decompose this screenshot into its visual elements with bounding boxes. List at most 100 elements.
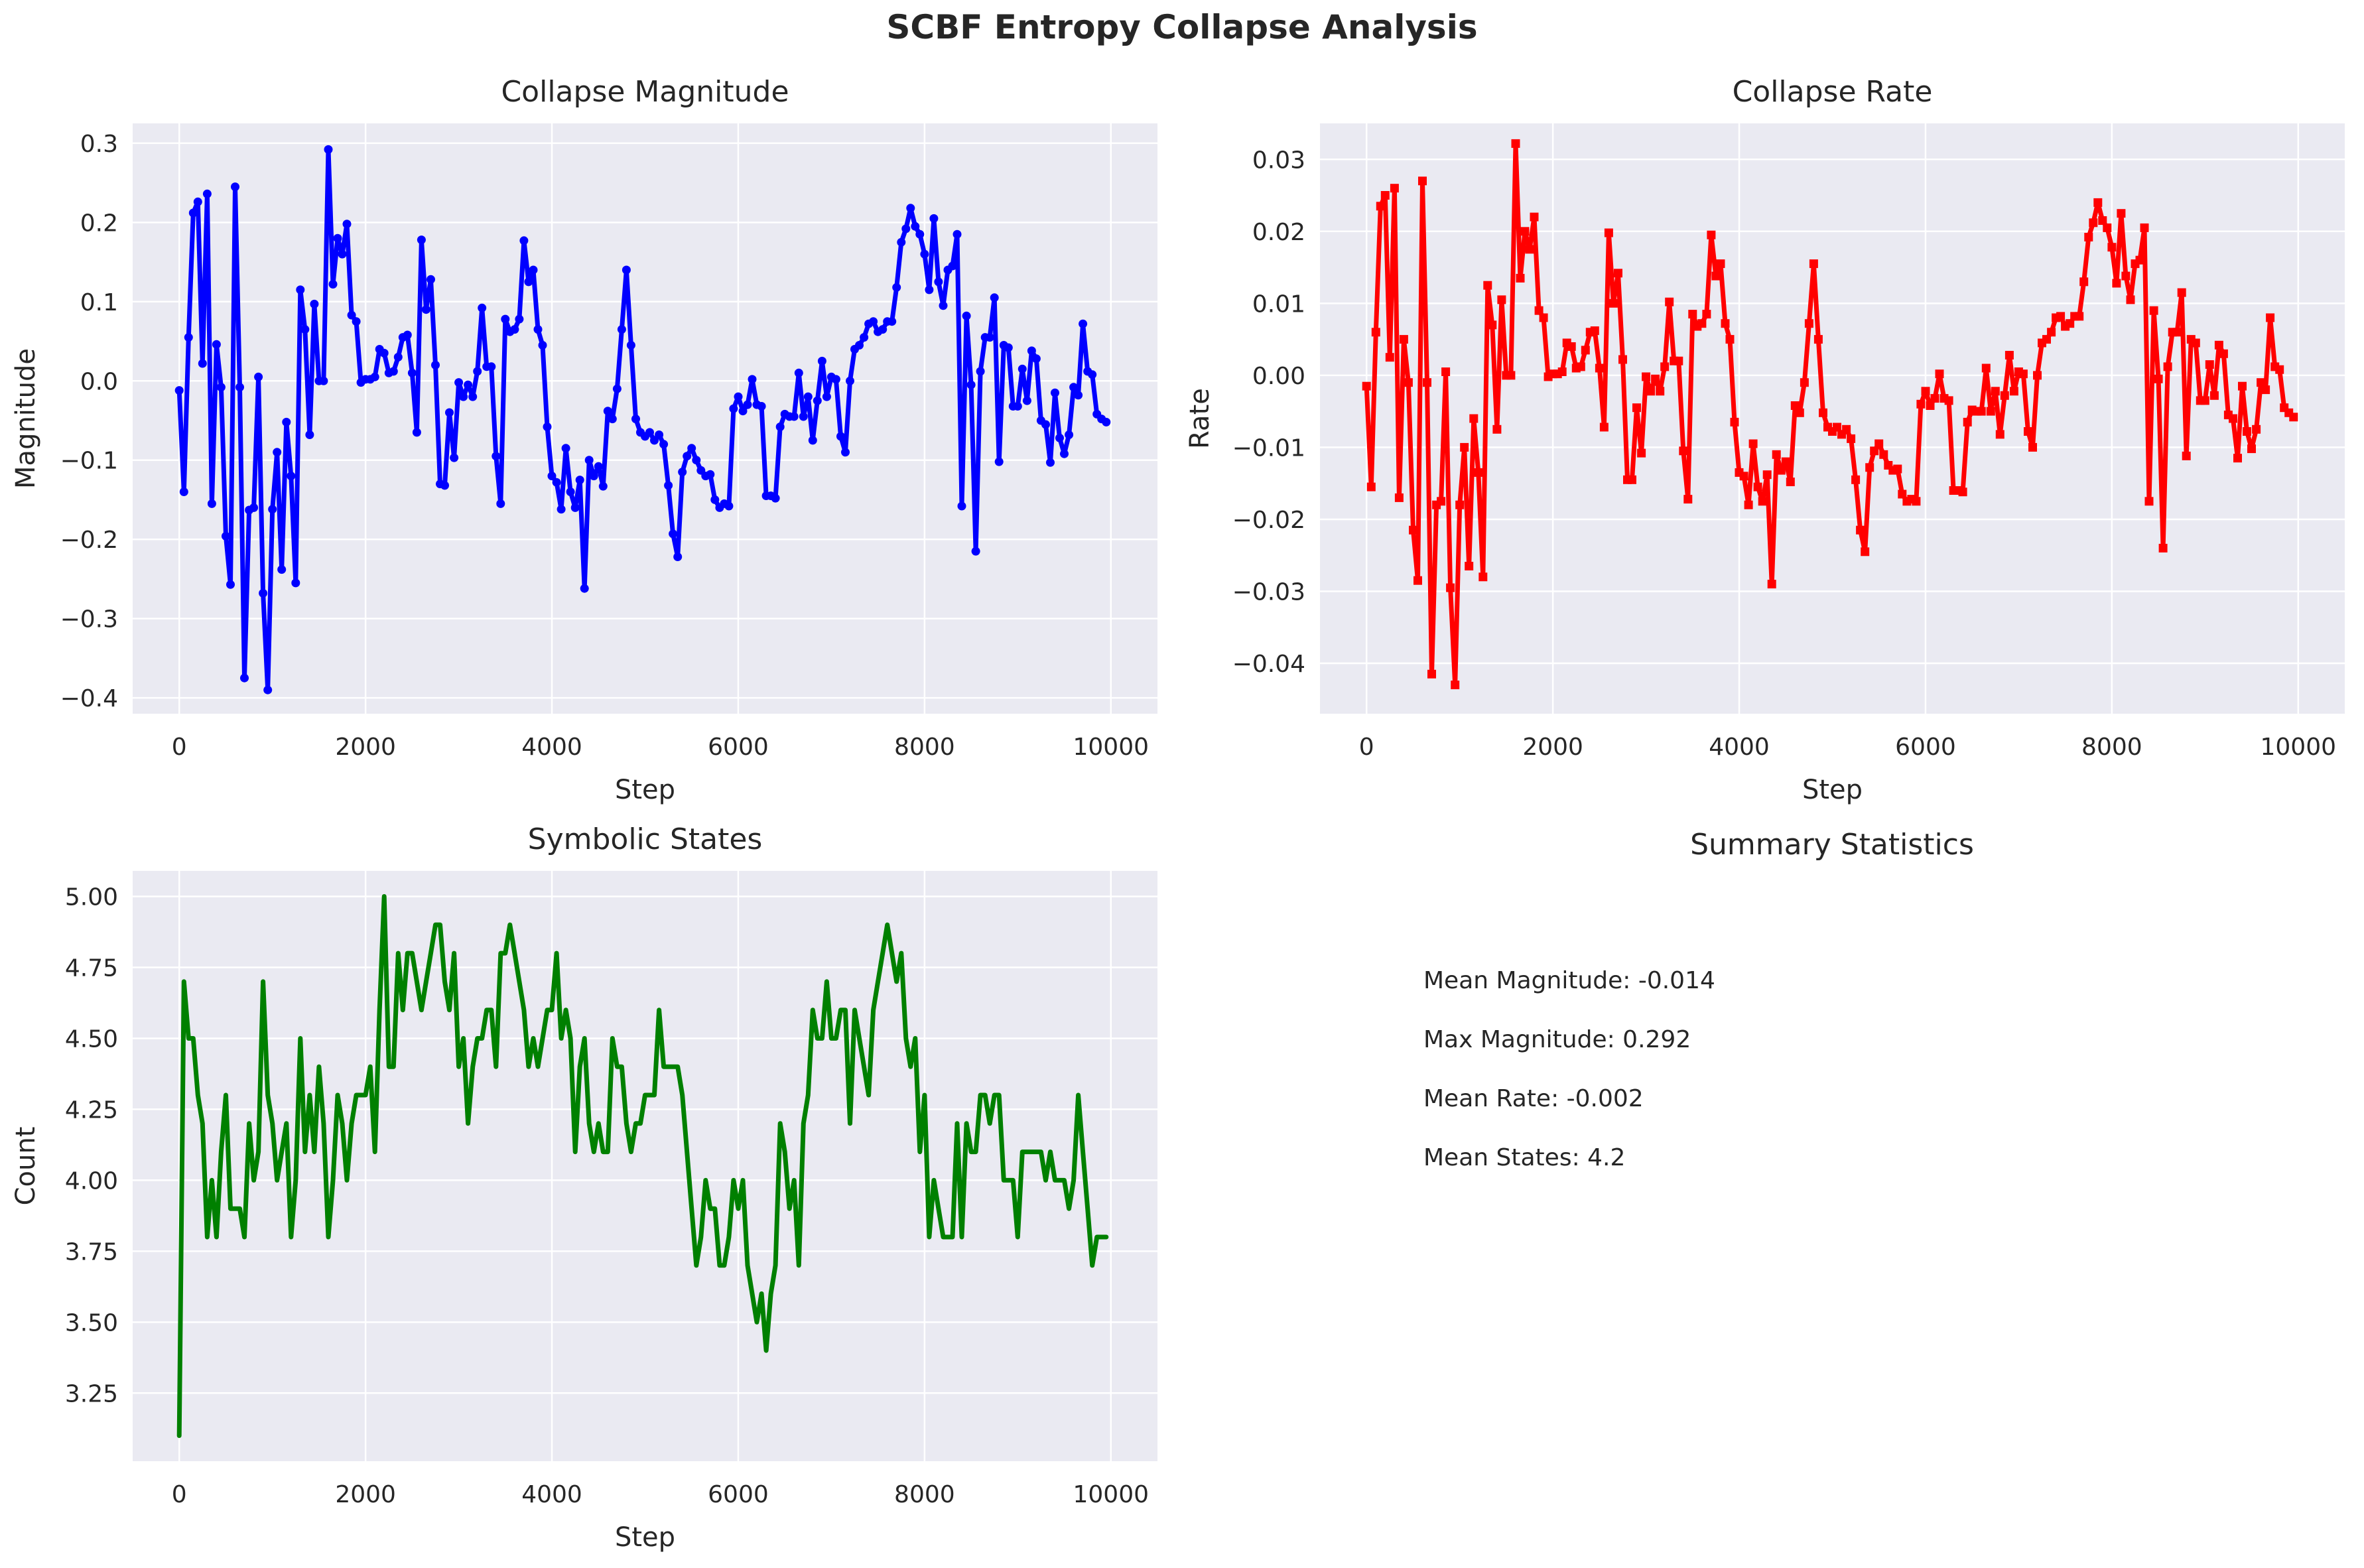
rate-data-point <box>1856 525 1865 535</box>
magnitude-y-tick-label: 0.1 <box>80 289 118 316</box>
magnitude-data-point <box>338 249 347 259</box>
magnitude-data-point <box>659 440 669 449</box>
rate-x-tick-label: 4000 <box>1709 734 1770 761</box>
rate-data-point <box>1748 439 1758 448</box>
rate-data-point <box>2191 338 2200 348</box>
rate-data-point <box>2075 312 2084 321</box>
rate-chart: 0 2000 4000 6000 8000 10000 −0.04 −0.03 −0.02 −0.… <box>1185 75 2345 805</box>
rate-data-point <box>1516 273 1525 283</box>
rate-data-point <box>1488 320 1497 330</box>
rate-data-point <box>1642 372 1651 381</box>
rate-data-point <box>1995 430 2004 439</box>
rate-data-point <box>2107 243 2117 252</box>
magnitude-data-point <box>431 360 440 369</box>
magnitude-data-point <box>207 499 216 508</box>
magnitude-data-point <box>473 367 482 376</box>
rate-data-point <box>1567 342 1576 351</box>
magnitude-data-point <box>328 280 338 289</box>
magnitude-data-point <box>855 341 864 350</box>
states-x-tick-label: 6000 <box>708 1481 769 1508</box>
rate-data-point <box>1981 363 1991 373</box>
magnitude-data-point <box>1079 319 1088 328</box>
rate-data-point <box>1581 346 1590 355</box>
magnitude-data-point <box>822 392 831 401</box>
states-x-tick-label: 0 <box>172 1481 187 1508</box>
rate-data-point <box>2066 319 2075 328</box>
rate-data-point <box>2018 369 2028 379</box>
rate-data-point <box>2024 427 2032 436</box>
rate-data-point <box>1656 387 1665 396</box>
magnitude-data-point <box>1031 354 1041 363</box>
rate-data-point <box>1646 387 1656 396</box>
magnitude-data-point <box>748 375 757 384</box>
figure-title: SCBF Entropy Collapse Analysis <box>886 8 1478 46</box>
rate-data-point <box>1758 497 1767 506</box>
states-y-tick-label: 3.75 <box>65 1238 118 1266</box>
magnitude-data-point <box>1041 420 1050 429</box>
rate-x-axis-label: Step <box>1802 775 1863 805</box>
rate-data-point <box>2042 335 2051 344</box>
magnitude-x-axis-label: Step <box>615 775 675 805</box>
magnitude-data-point <box>589 472 598 481</box>
rate-data-point <box>2247 444 2256 454</box>
rate-data-point <box>2238 381 2247 391</box>
rate-data-point <box>1525 245 1534 254</box>
magnitude-x-tick-label: 10000 <box>1073 734 1149 761</box>
rate-data-point <box>1721 319 1730 328</box>
rate-data-point <box>1707 230 1716 239</box>
magnitude-data-point <box>198 359 207 368</box>
magnitude-data-point <box>216 383 226 392</box>
rate-data-point <box>1926 401 1935 410</box>
magnitude-data-point <box>1018 364 1027 373</box>
magnitude-data-point <box>664 481 673 490</box>
magnitude-data-point <box>268 505 277 514</box>
magnitude-data-point <box>841 448 850 457</box>
rate-data-point <box>2126 295 2135 304</box>
magnitude-data-point <box>939 301 948 310</box>
magnitude-data-point <box>552 478 561 487</box>
magnitude-data-point <box>706 470 715 479</box>
rate-data-point <box>1539 313 1548 322</box>
rate-data-point <box>2000 391 2009 400</box>
magnitude-data-point <box>188 208 198 218</box>
states-x-tick-label: 2000 <box>335 1481 396 1508</box>
magnitude-data-point <box>445 408 454 417</box>
magnitude-y-tick-label: −0.2 <box>60 527 118 554</box>
magnitude-data-point <box>952 229 962 239</box>
rate-data-point <box>2261 385 2270 395</box>
magnitude-data-point <box>393 352 403 361</box>
rate-data-point <box>2149 306 2158 315</box>
magnitude-data-point <box>757 402 766 411</box>
rate-data-point <box>2089 218 2098 228</box>
rate-data-point <box>1609 298 1618 308</box>
magnitude-data-point <box>570 503 580 512</box>
magnitude-data-point <box>710 495 720 504</box>
magnitude-data-point <box>692 456 701 465</box>
magnitude-data-point <box>487 362 496 371</box>
rate-data-point <box>1851 475 1861 484</box>
magnitude-chart-title: Collapse Magnitude <box>501 75 789 109</box>
rate-chart-title: Collapse Rate <box>1733 75 1933 109</box>
magnitude-data-point <box>1065 430 1074 439</box>
magnitude-data-point <box>962 311 971 320</box>
rate-data-point <box>1991 387 2000 396</box>
rate-data-point <box>2117 209 2126 218</box>
magnitude-data-point <box>249 503 259 512</box>
magnitude-data-point <box>771 493 780 503</box>
rate-data-point <box>1665 297 1674 306</box>
rate-data-point <box>1460 442 1469 452</box>
rate-y-tick-label: 0.02 <box>1252 219 1305 246</box>
magnitude-data-point <box>179 488 188 496</box>
magnitude-data-point <box>454 378 464 387</box>
rate-data-point <box>2229 414 2237 423</box>
magnitude-y-axis-label: Magnitude <box>11 348 41 489</box>
rate-data-point <box>2009 387 2018 396</box>
rate-data-point <box>1809 259 1818 269</box>
rate-data-point <box>1762 470 1772 480</box>
rate-data-point <box>1390 184 1399 193</box>
rate-data-point <box>1530 212 1539 222</box>
magnitude-data-point <box>976 367 985 376</box>
rate-data-point <box>1534 306 1543 315</box>
magnitude-data-point <box>603 407 612 416</box>
rate-data-point <box>1474 468 1483 477</box>
